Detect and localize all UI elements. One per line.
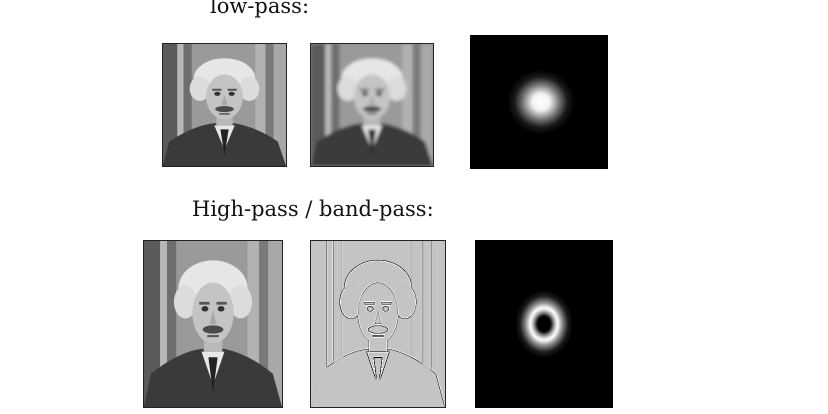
low-pass-filter-image: [470, 35, 608, 169]
band-pass-filtered-portrait-image: [310, 240, 446, 408]
low-pass-filtered-portrait-image: [310, 43, 434, 167]
original-portrait-image-2: [143, 240, 283, 408]
original-portrait-image: [162, 43, 287, 167]
band-pass-filter-image: [475, 240, 613, 408]
low-pass-label: low-pass:: [210, 0, 310, 18]
high-pass-band-pass-label: High-pass / band-pass:: [192, 197, 434, 221]
